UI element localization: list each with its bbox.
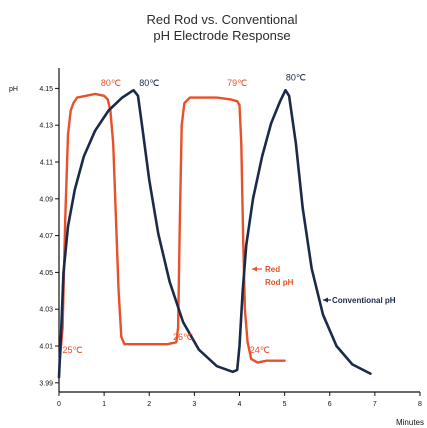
x-tick-label: 7: [373, 401, 377, 408]
conventional-leader-arrow: [323, 297, 328, 303]
x-tick-label: 8: [418, 401, 422, 408]
x-tick-label: 2: [147, 401, 151, 408]
series-line-red-rod: [58, 92, 286, 364]
y-tick-label: 4.01: [39, 344, 53, 351]
x-tick-label: 1: [102, 401, 106, 408]
plot-layer: 3.99 4.01 4.03 4.05 4.07 4.09 4.11 4.13 4.15 pH 0 1…: [9, 68, 424, 427]
red-rod-label-line-2: Rod pH: [265, 278, 294, 287]
y-tick-label: 4.03: [39, 307, 53, 314]
y-tick-label: 4.09: [39, 196, 53, 203]
x-tick-label: 5: [283, 401, 287, 408]
y-tick-label: 3.99: [39, 380, 53, 387]
y-axis-label: pH: [9, 86, 18, 93]
temperature-annotation: 80℃: [101, 78, 121, 88]
y-tick-label: 4.07: [39, 233, 53, 240]
y-tick-label: 4.13: [39, 123, 53, 130]
temperature-annotation: 25℃: [62, 345, 82, 355]
red-rod-label-line-1: Red: [265, 265, 280, 274]
x-tick-label: 3: [192, 401, 196, 408]
x-tick-label: 0: [57, 401, 61, 408]
series-line-conventional: [57, 88, 372, 379]
y-tick-label: 4.05: [39, 270, 53, 277]
temperature-annotation: 26℃: [173, 332, 193, 342]
y-tick-label: 4.15: [39, 86, 53, 93]
temperature-annotation: 24℃: [250, 345, 270, 355]
temperature-annotation: 80℃: [286, 73, 306, 83]
x-tick-label: 4: [238, 401, 242, 408]
x-axis-label: Minutes: [396, 418, 424, 427]
chart-title-line-1: Red Rod vs. Conventional: [146, 12, 297, 27]
x-tick-label: 6: [328, 401, 332, 408]
temperature-annotation: 80℃: [139, 78, 159, 88]
chart-title-line-2: pH Electrode Response: [153, 28, 290, 43]
temperature-annotation: 79℃: [227, 78, 247, 88]
red-rod-leader-arrow: [252, 266, 257, 272]
y-tick-label: 4.11: [40, 160, 53, 167]
conventional-label: Conventional pH: [332, 296, 396, 305]
